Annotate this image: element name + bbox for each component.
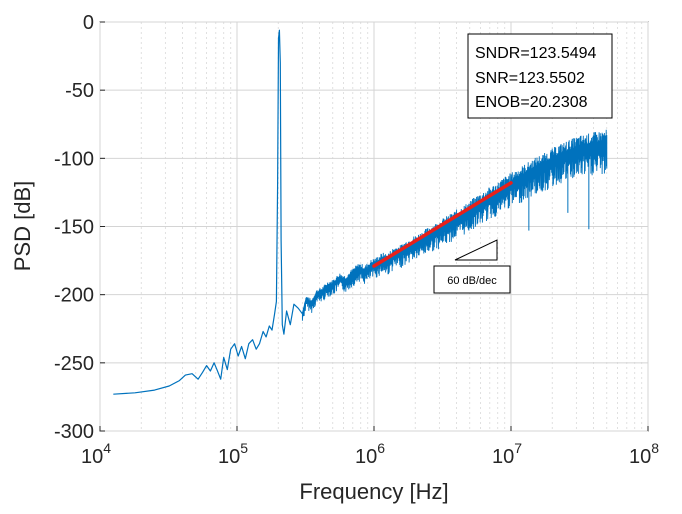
psd-noise-band (301, 129, 608, 321)
metric-snr: SNR=123.5502 (475, 70, 585, 87)
fit-layer (372, 181, 513, 268)
slope-annotation: 60 dB/dec (433, 239, 511, 294)
metric-sndr: SNDR=123.5494 (475, 45, 597, 62)
x-tick-exponent: 8 (651, 440, 659, 456)
y-tick-label: -100 (54, 148, 94, 170)
fit-line (372, 181, 513, 268)
metrics-box: SNDR=123.5494 SNR=123.5502 ENOB=20.2308 (467, 33, 613, 119)
y-tick-label: -150 (54, 217, 94, 239)
grid-lines (99, 21, 649, 432)
x-tick-exponent: 4 (103, 440, 111, 456)
y-tick-label: -200 (54, 285, 94, 307)
y-tick-label: -250 (54, 353, 94, 375)
y-tick-label: 0 (83, 12, 94, 34)
x-axis-label: Frequency [Hz] (299, 479, 448, 504)
metrics-box-border (467, 33, 613, 119)
x-tick-exponent: 6 (377, 440, 385, 456)
x-tick-exponent: 7 (514, 440, 522, 456)
y-tick-label: -300 (54, 421, 94, 443)
slope-label: 60 dB/dec (447, 275, 497, 287)
x-tick-exponent: 5 (240, 440, 248, 456)
metric-enob: ENOB=20.2308 (475, 94, 588, 111)
slope-label-box (433, 265, 511, 294)
y-tick-label: -50 (65, 80, 94, 102)
slope-triangle (454, 239, 498, 261)
y-axis-label: PSD [dB] (10, 181, 35, 271)
